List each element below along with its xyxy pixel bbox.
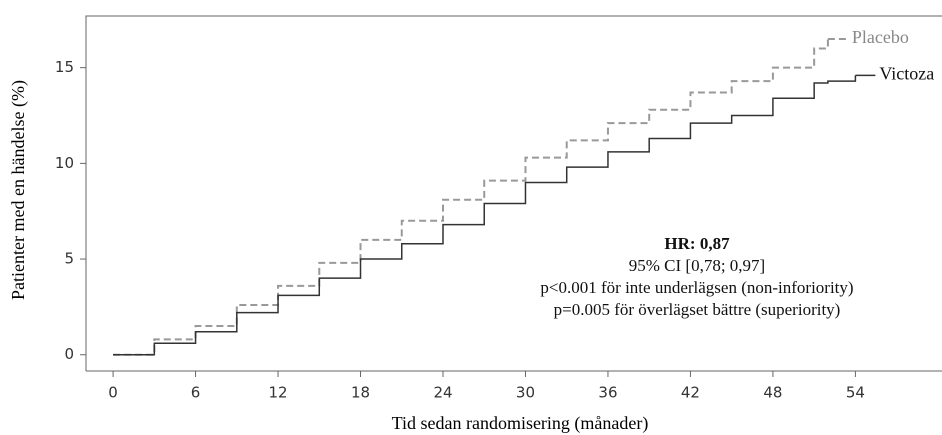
series-line xyxy=(113,38,829,356)
x-tick-label: 6 xyxy=(191,384,201,402)
y-tick-label: 15 xyxy=(55,58,74,76)
y-tick-label: 10 xyxy=(55,154,74,172)
x-tick-label: 42 xyxy=(681,384,700,402)
annotation: HR: 0,87 xyxy=(664,234,730,253)
legend-label: Victoza xyxy=(879,63,934,83)
annotation: p=0.005 för överlägset bättre (superiori… xyxy=(554,300,841,319)
x-axis-label: Tid sedan randomisering (månader) xyxy=(392,413,649,434)
plot-frame xyxy=(85,15,942,371)
x-tick-label: 12 xyxy=(268,384,287,402)
annotation: p<0.001 för inte underlägsen (non-infori… xyxy=(540,278,853,297)
x-tick-label: 30 xyxy=(516,384,535,402)
x-tick-label: 48 xyxy=(763,384,782,402)
x-tick-label: 18 xyxy=(351,384,370,402)
y-tick-label: 5 xyxy=(64,250,74,268)
x-tick-label: 54 xyxy=(846,384,865,402)
y-tick-label: 0 xyxy=(64,345,74,363)
y-axis-label: Patienter med en händelse (%) xyxy=(8,80,29,300)
x-tick-label: 24 xyxy=(433,384,452,402)
annotation: 95% CI [0,78; 0,97] xyxy=(629,256,765,275)
legend-label: Placebo xyxy=(852,27,909,47)
x-tick-label: 0 xyxy=(108,384,118,402)
x-tick-label: 36 xyxy=(598,384,617,402)
series-line xyxy=(113,75,857,356)
